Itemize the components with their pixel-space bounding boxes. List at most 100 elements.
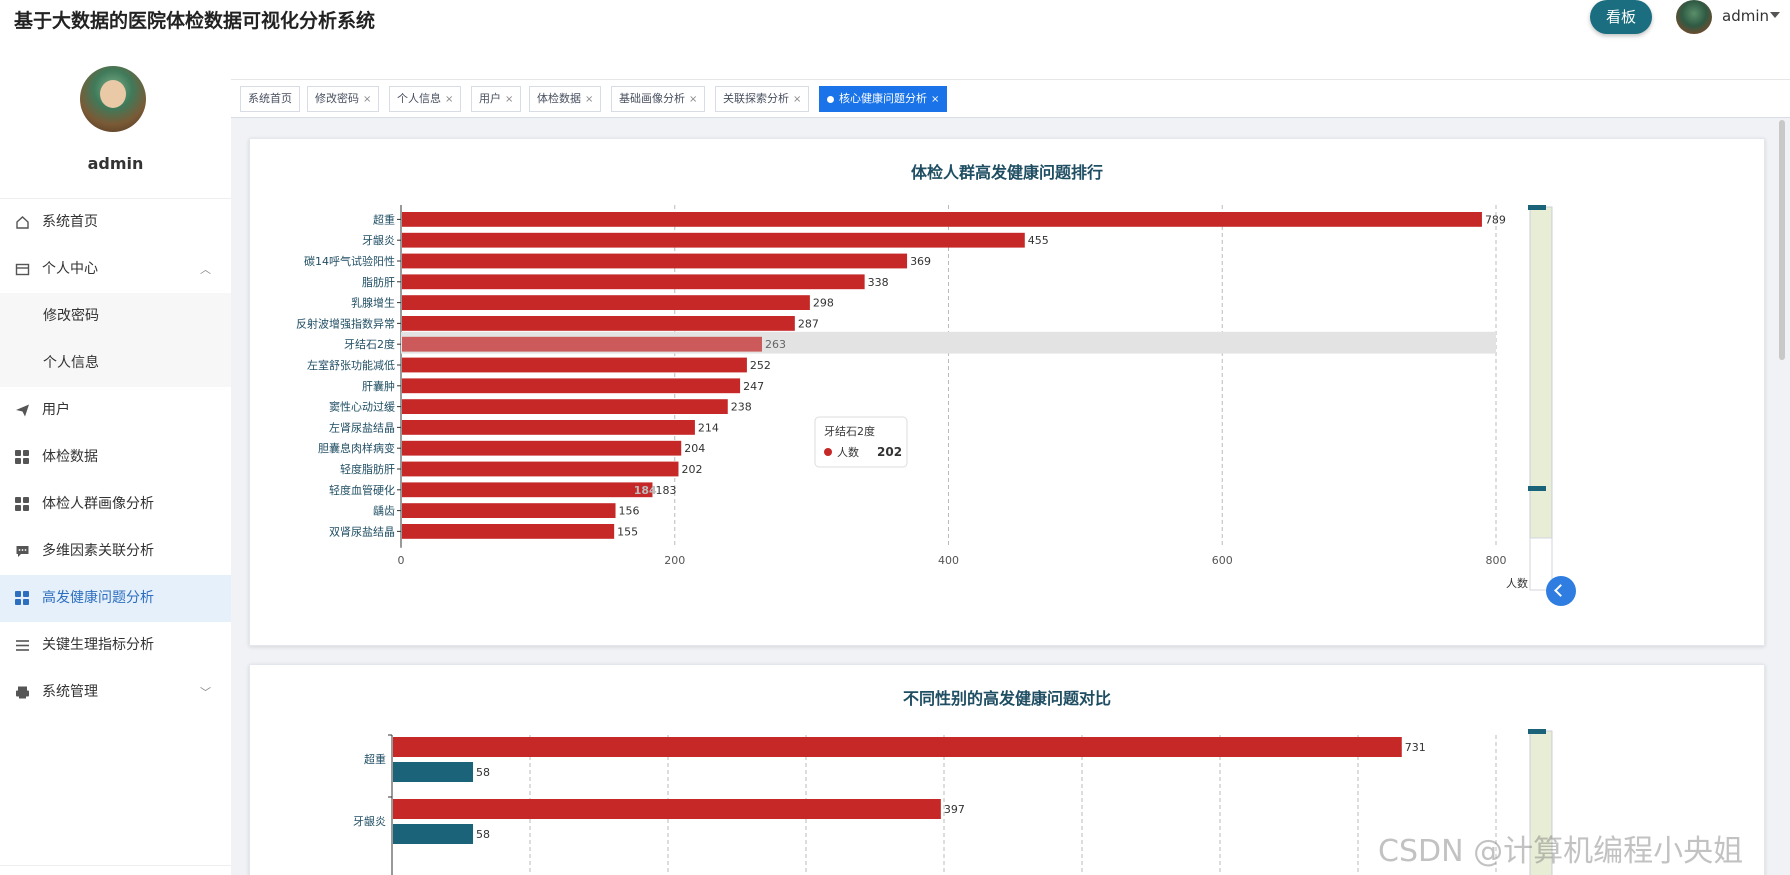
sidebar-bottom-divider [0, 865, 231, 875]
grid-icon [15, 450, 30, 465]
sidebar-item-change-password[interactable]: 修改密码 [0, 293, 231, 340]
x-tick-label: 200 [664, 554, 685, 567]
bar [402, 295, 810, 310]
tab-home[interactable]: 系统首页 [240, 86, 300, 112]
user-menu-name[interactable]: admin [1722, 7, 1769, 25]
x-tick-label: 800 [1486, 554, 1507, 567]
chart-card-ranking: 体检人群高发健康问题排行 0 200 400 600 800 超重 789 牙龈炎 455 碳14… [249, 138, 1765, 646]
bar [402, 461, 679, 477]
bar-value-label: 247 [743, 380, 764, 393]
close-icon[interactable]: × [689, 94, 698, 105]
y-tick-label: 窦性心动过缓 [329, 400, 395, 414]
tooltip-title: 牙结石2度 [824, 424, 875, 438]
bar [402, 253, 908, 269]
list-icon [15, 638, 30, 653]
y-tick-label: 牙龈炎 [362, 233, 395, 247]
bar [402, 274, 865, 290]
bar [402, 420, 695, 435]
bar-value-label: 214 [698, 421, 719, 434]
tab-label: 关联探索分析 [723, 92, 789, 105]
sidebar-item-users[interactable]: 用户 [0, 387, 231, 434]
sidebar-item-label: 体检人群画像分析 [42, 496, 154, 512]
sidebar-item-multifactor[interactable]: 多维因素关联分析 [0, 528, 231, 575]
sidebar-item-health-issues[interactable]: 高发健康问题分析 [0, 575, 231, 622]
bar-value-label: 731 [1405, 741, 1426, 754]
tab-exam-data[interactable]: 体检数据 × [529, 86, 602, 112]
kanban-button[interactable]: 看板 [1590, 0, 1652, 34]
close-icon[interactable]: × [505, 94, 514, 105]
x-tick-label: 400 [938, 554, 959, 567]
home-icon [15, 215, 30, 230]
tab-label: 核心健康问题分析 [839, 92, 927, 105]
bar-value-label: 58 [476, 766, 490, 779]
close-icon[interactable]: × [793, 94, 802, 105]
bar-value-label: 789 [1485, 213, 1506, 226]
tab-change-password[interactable]: 修改密码 × [307, 86, 380, 112]
close-icon[interactable]: × [585, 94, 594, 105]
sidebar-item-label: 高发健康问题分析 [42, 590, 154, 606]
sidebar-avatar [80, 66, 146, 132]
bar-value-label: 369 [910, 255, 931, 268]
collapse-panel-button[interactable] [1546, 576, 1576, 606]
chart-card-gender: 不同性别的高发健康问题对比 超重 731 58 牙龈炎 397 58 [249, 664, 1765, 875]
bar [402, 316, 795, 331]
wallet-icon [15, 262, 30, 277]
sidebar-item-exam-data[interactable]: 体检数据 [0, 434, 231, 481]
avatar[interactable] [1676, 0, 1712, 34]
close-icon[interactable]: × [445, 94, 454, 105]
tab-users[interactable]: 用户 × [471, 86, 522, 112]
tab-personal-info[interactable]: 个人信息 × [389, 86, 462, 112]
bar [402, 212, 1482, 227]
bar [402, 378, 741, 394]
send-icon [15, 403, 30, 418]
watermark: CSDN @计算机编程小央姐 [1378, 834, 1744, 869]
tooltip-marker-icon [824, 448, 832, 456]
divider [0, 198, 231, 199]
bar [393, 799, 941, 819]
gender-chart: 超重 731 58 牙龈炎 397 58 [353, 729, 1553, 875]
sidebar-item-system-admin[interactable]: 系统管理 ﹀ [0, 669, 231, 716]
y-tick-label: 脂肪肝 [362, 275, 395, 289]
y-tick-label: 左肾尿盐结晶 [329, 421, 395, 434]
bar [402, 232, 1025, 248]
tabs-bar: 系统首页 修改密码 × 个人信息 × 用户 × 体检数据 × 基础画像分析 × 关联探索分… [231, 80, 1790, 118]
tab-label: 系统首页 [248, 92, 292, 105]
bar-value-label: 155 [617, 525, 638, 538]
datazoom-slider-rest [1529, 537, 1553, 591]
tab-association[interactable]: 关联探索分析 × [715, 86, 810, 112]
datazoom-handle-top [1528, 729, 1546, 734]
x-tick-label: 600 [1212, 554, 1233, 567]
close-icon[interactable]: × [931, 94, 940, 105]
bar [393, 737, 1402, 757]
chevron-down-icon: ﹀ [200, 686, 211, 699]
y-tick-label: 乳腺增生 [351, 296, 395, 310]
close-icon[interactable]: × [363, 94, 372, 105]
sidebar-item-home[interactable]: 系统首页 [0, 199, 231, 246]
sidebar-item-label: 系统首页 [42, 214, 98, 230]
chart-title: 不同性别的高发健康问题对比 [902, 689, 1111, 708]
bar-value-label: 183 [655, 484, 676, 497]
sidebar-item-population-profile[interactable]: 体检人群画像分析 [0, 481, 231, 528]
y-tick-label: 反射波增强指数异常 [296, 316, 395, 330]
sidebar-item-personal-info[interactable]: 个人信息 [0, 340, 231, 387]
chevron-up-icon: ︿ [200, 263, 211, 276]
tab-label: 个人信息 [397, 92, 441, 105]
tab-basic-profile[interactable]: 基础画像分析 × [611, 86, 706, 112]
caret-down-icon[interactable] [1770, 12, 1780, 18]
tab-core-health-issues[interactable]: 核心健康问题分析 × [819, 86, 948, 112]
sidebar-username: admin [87, 154, 144, 173]
sidebar: admin 系统首页 个人中心 ︿ 修改密码 个人信息 用户 [0, 40, 231, 875]
bar-value-label: 202 [681, 463, 702, 476]
bar [402, 357, 747, 373]
sidebar-item-label: 多维因素关联分析 [42, 543, 154, 559]
chart-title: 体检人群高发健康问题排行 [910, 163, 1103, 182]
sidebar-item-vital-indicators[interactable]: 关键生理指标分析 [0, 622, 231, 669]
scrollbar-thumb[interactable] [1779, 120, 1785, 360]
grid-icon [15, 591, 30, 606]
y-tick-label: 轻度血管硬化 [329, 483, 395, 497]
scrollbar[interactable] [1779, 118, 1790, 875]
tab-label: 体检数据 [537, 92, 581, 105]
sidebar-item-personal-center[interactable]: 个人中心 ︿ [0, 246, 231, 293]
y-tick-label: 轻度脂肪肝 [340, 462, 395, 476]
y-tick-label: 超重 [364, 752, 386, 766]
